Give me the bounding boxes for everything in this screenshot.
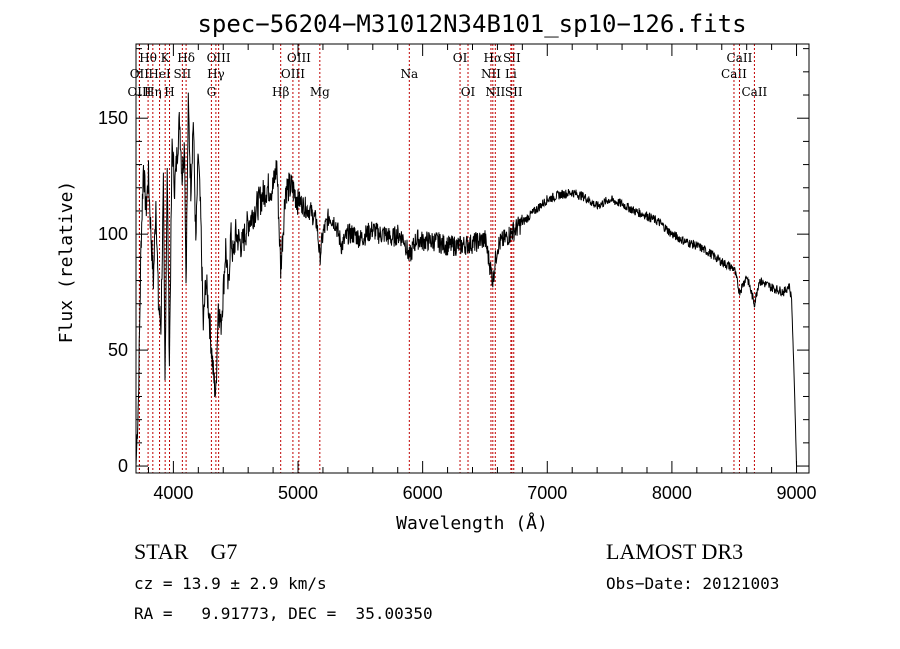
- spectral-line-label: OIII: [287, 51, 311, 65]
- x-axis-label: Wavelength (Å): [396, 512, 548, 534]
- ticks-layer: 4000 5000 6000 7000 8000 9000 0 50 100 150: [98, 44, 817, 503]
- spectral-line-label: OI: [461, 85, 476, 99]
- x-tick-label: 9000: [777, 483, 817, 503]
- spectral-line-label: CaII: [727, 51, 753, 65]
- spectral-line-label: Li: [505, 67, 517, 81]
- y-tick-label: 0: [118, 456, 128, 476]
- spectral-line-label: SII: [503, 51, 521, 65]
- spectral-line-label: H: [164, 85, 174, 99]
- spectral-line-label: NII: [481, 67, 501, 81]
- spectral-line-label: OIII: [207, 51, 231, 65]
- x-tick-label: 6000: [403, 483, 443, 503]
- spectral-line-label: SII: [174, 67, 192, 81]
- cz-value: cz = 13.9 ± 2.9 km/s: [134, 574, 327, 593]
- x-tick-label: 8000: [652, 483, 692, 503]
- x-tick-label: 7000: [527, 483, 567, 503]
- chart-title: spec−56204−M31012N34B101_sp10−126.fits: [197, 10, 746, 38]
- y-axis-label: Flux (relative): [56, 181, 77, 344]
- spectral-line-label: CaII: [721, 67, 747, 81]
- spectral-line-label: Hα: [484, 51, 503, 65]
- spectral-line-label: SII: [505, 85, 523, 99]
- spectral-line-label: Mg: [310, 85, 330, 99]
- spectral-line-label: G: [207, 85, 217, 99]
- spectral-line-label: HeI: [148, 67, 171, 81]
- spectral-line-label: Hγ: [207, 67, 225, 81]
- ra-dec: RA = 9.91773, DEC = 35.00350: [134, 604, 433, 623]
- plot-frame: [135, 43, 810, 474]
- spectral-line-label: Hβ: [272, 85, 289, 99]
- spectral-line-label: Hη: [144, 85, 162, 99]
- spectral-line-label: OIII: [127, 85, 151, 99]
- spectral-line-label: Hδ: [177, 51, 195, 65]
- spectral-line-label: NII: [485, 85, 505, 99]
- spectrum-series-line: [135, 92, 797, 467]
- spectral-line-label: K: [161, 51, 171, 65]
- class-value: STAR: [134, 539, 189, 564]
- spectral-line-label: Hθ: [139, 51, 157, 65]
- spectral-line-label: OI: [453, 51, 468, 65]
- y-tick-label: 50: [108, 340, 128, 360]
- spectral-line-label: CaII: [741, 85, 767, 99]
- obs-date: Obs−Date: 20121003: [606, 574, 780, 593]
- object-class: STAR G7: [134, 539, 237, 565]
- series-layer: [135, 92, 797, 467]
- y-tick-label: 150: [98, 108, 128, 128]
- survey-label: LAMOST DR3: [606, 539, 744, 564]
- x-tick-label: 4000: [153, 483, 193, 503]
- x-tick-label: 5000: [278, 483, 318, 503]
- y-tick-label: 100: [98, 224, 128, 244]
- subclass-value: G7: [210, 539, 238, 564]
- spectral-line-label: Na: [400, 67, 418, 81]
- spectral-line-label: OIII: [281, 67, 305, 81]
